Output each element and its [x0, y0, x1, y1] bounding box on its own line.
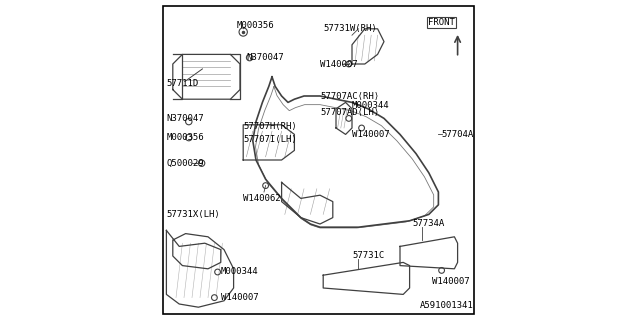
Text: M000344: M000344 — [221, 268, 259, 276]
Text: 57731X⟨LH⟩: 57731X⟨LH⟩ — [166, 210, 220, 219]
Text: W140007: W140007 — [432, 277, 470, 286]
Text: 57707AD⟨LH⟩: 57707AD⟨LH⟩ — [320, 108, 379, 116]
Text: FRONT: FRONT — [428, 18, 455, 27]
Text: 57731W⟨RH⟩: 57731W⟨RH⟩ — [323, 24, 377, 33]
Text: 57707I⟨LH⟩: 57707I⟨LH⟩ — [243, 135, 297, 144]
Text: Q500029: Q500029 — [166, 159, 204, 168]
Text: M000344: M000344 — [352, 101, 390, 110]
Text: 57711D: 57711D — [166, 79, 198, 88]
FancyBboxPatch shape — [163, 6, 474, 314]
Text: 57731C: 57731C — [352, 252, 384, 260]
Text: 57734A: 57734A — [413, 220, 445, 228]
Text: M000356: M000356 — [166, 133, 204, 142]
Text: W140007: W140007 — [221, 293, 259, 302]
Text: W140062: W140062 — [243, 194, 281, 203]
Text: A591001341: A591001341 — [420, 301, 474, 310]
Text: 57704A: 57704A — [442, 130, 474, 139]
Text: 57707H⟨RH⟩: 57707H⟨RH⟩ — [243, 122, 297, 131]
Text: N370047: N370047 — [246, 53, 284, 62]
Text: W140007: W140007 — [352, 130, 390, 139]
Text: W140007: W140007 — [320, 60, 358, 68]
Text: M000356: M000356 — [237, 21, 275, 30]
Text: 57707AC⟨RH⟩: 57707AC⟨RH⟩ — [320, 92, 379, 100]
Text: N370047: N370047 — [166, 114, 204, 123]
